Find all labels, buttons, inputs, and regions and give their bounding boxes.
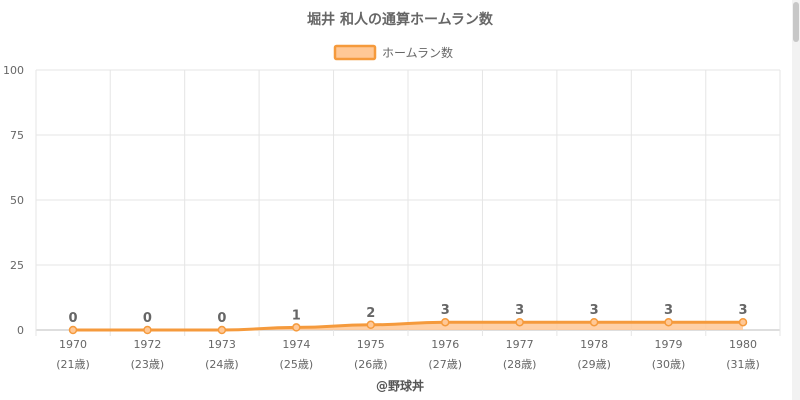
y-tick-label: 100 bbox=[3, 64, 24, 77]
series-area-fill bbox=[73, 322, 743, 330]
data-label: 2 bbox=[366, 306, 375, 321]
x-tick-sublabel: (28歳) bbox=[503, 358, 537, 371]
data-point[interactable] bbox=[738, 317, 748, 327]
x-tick-label: 1976 bbox=[431, 338, 459, 351]
data-point[interactable] bbox=[143, 325, 152, 335]
x-tick-label: 1974 bbox=[282, 338, 310, 351]
data-point[interactable] bbox=[515, 317, 524, 327]
data-label: 0 bbox=[143, 311, 152, 326]
data-point[interactable] bbox=[440, 317, 450, 327]
x-tick-label: 1977 bbox=[506, 338, 534, 351]
grid bbox=[35, 69, 781, 336]
legend-label: ホームラン数 bbox=[382, 45, 453, 60]
x-tick-label: 1975 bbox=[357, 338, 385, 351]
x-tick-label: 1978 bbox=[580, 338, 608, 351]
x-tick-label: 1970 bbox=[59, 338, 87, 351]
legend[interactable]: ホームラン数 bbox=[333, 44, 453, 61]
x-tick-sublabel: (21歳) bbox=[56, 358, 90, 371]
data-label: 3 bbox=[515, 303, 524, 318]
data-label: 3 bbox=[738, 303, 747, 318]
y-tick-label: 75 bbox=[10, 129, 24, 142]
y-tick-label: 25 bbox=[10, 259, 24, 272]
x-tick-sublabel: (23歳) bbox=[131, 358, 165, 371]
legend-swatch bbox=[333, 44, 377, 61]
x-tick-sublabel: (27歳) bbox=[428, 358, 462, 371]
data-label: 3 bbox=[590, 303, 599, 318]
data-point[interactable] bbox=[292, 323, 301, 332]
axes: 02550751001970(21歳)1972(23歳)1973(24歳)197… bbox=[3, 64, 760, 371]
x-tick-sublabel: (30歳) bbox=[652, 358, 686, 371]
series-area bbox=[71, 320, 745, 332]
scrollbar[interactable] bbox=[792, 0, 800, 400]
data-labels: 0 0 0 1 2 3 3 3 3 3 bbox=[68, 303, 747, 326]
data-point[interactable] bbox=[366, 320, 376, 330]
data-point[interactable] bbox=[68, 325, 78, 335]
scrollbar-thumb[interactable] bbox=[793, 2, 799, 42]
chart-title: 堀井 和人の通算ホームラン数 bbox=[307, 11, 494, 28]
x-tick-sublabel: (24歳) bbox=[205, 358, 239, 371]
data-label: 3 bbox=[664, 303, 673, 318]
x-tick-sublabel: (31歳) bbox=[726, 358, 760, 371]
data-label: 0 bbox=[68, 311, 77, 326]
y-tick-label: 50 bbox=[10, 194, 24, 207]
data-label: 3 bbox=[441, 303, 450, 318]
x-tick-sublabel: (29歳) bbox=[577, 358, 611, 371]
x-tick-sublabel: (25歳) bbox=[280, 358, 314, 371]
data-point[interactable] bbox=[664, 317, 673, 327]
data-point[interactable] bbox=[217, 325, 227, 335]
data-point[interactable] bbox=[589, 317, 599, 327]
x-tick-sublabel: (26歳) bbox=[354, 358, 388, 371]
x-tick-label: 1979 bbox=[655, 338, 683, 351]
x-tick-label: 1980 bbox=[729, 338, 757, 351]
data-label: 1 bbox=[292, 308, 301, 323]
data-label: 0 bbox=[217, 311, 226, 326]
credit-label: @野球丼 bbox=[376, 378, 424, 393]
y-tick-label: 0 bbox=[17, 324, 24, 337]
series-line bbox=[71, 320, 745, 332]
data-points bbox=[68, 317, 748, 335]
x-tick-label: 1972 bbox=[133, 338, 161, 351]
x-tick-label: 1973 bbox=[208, 338, 236, 351]
